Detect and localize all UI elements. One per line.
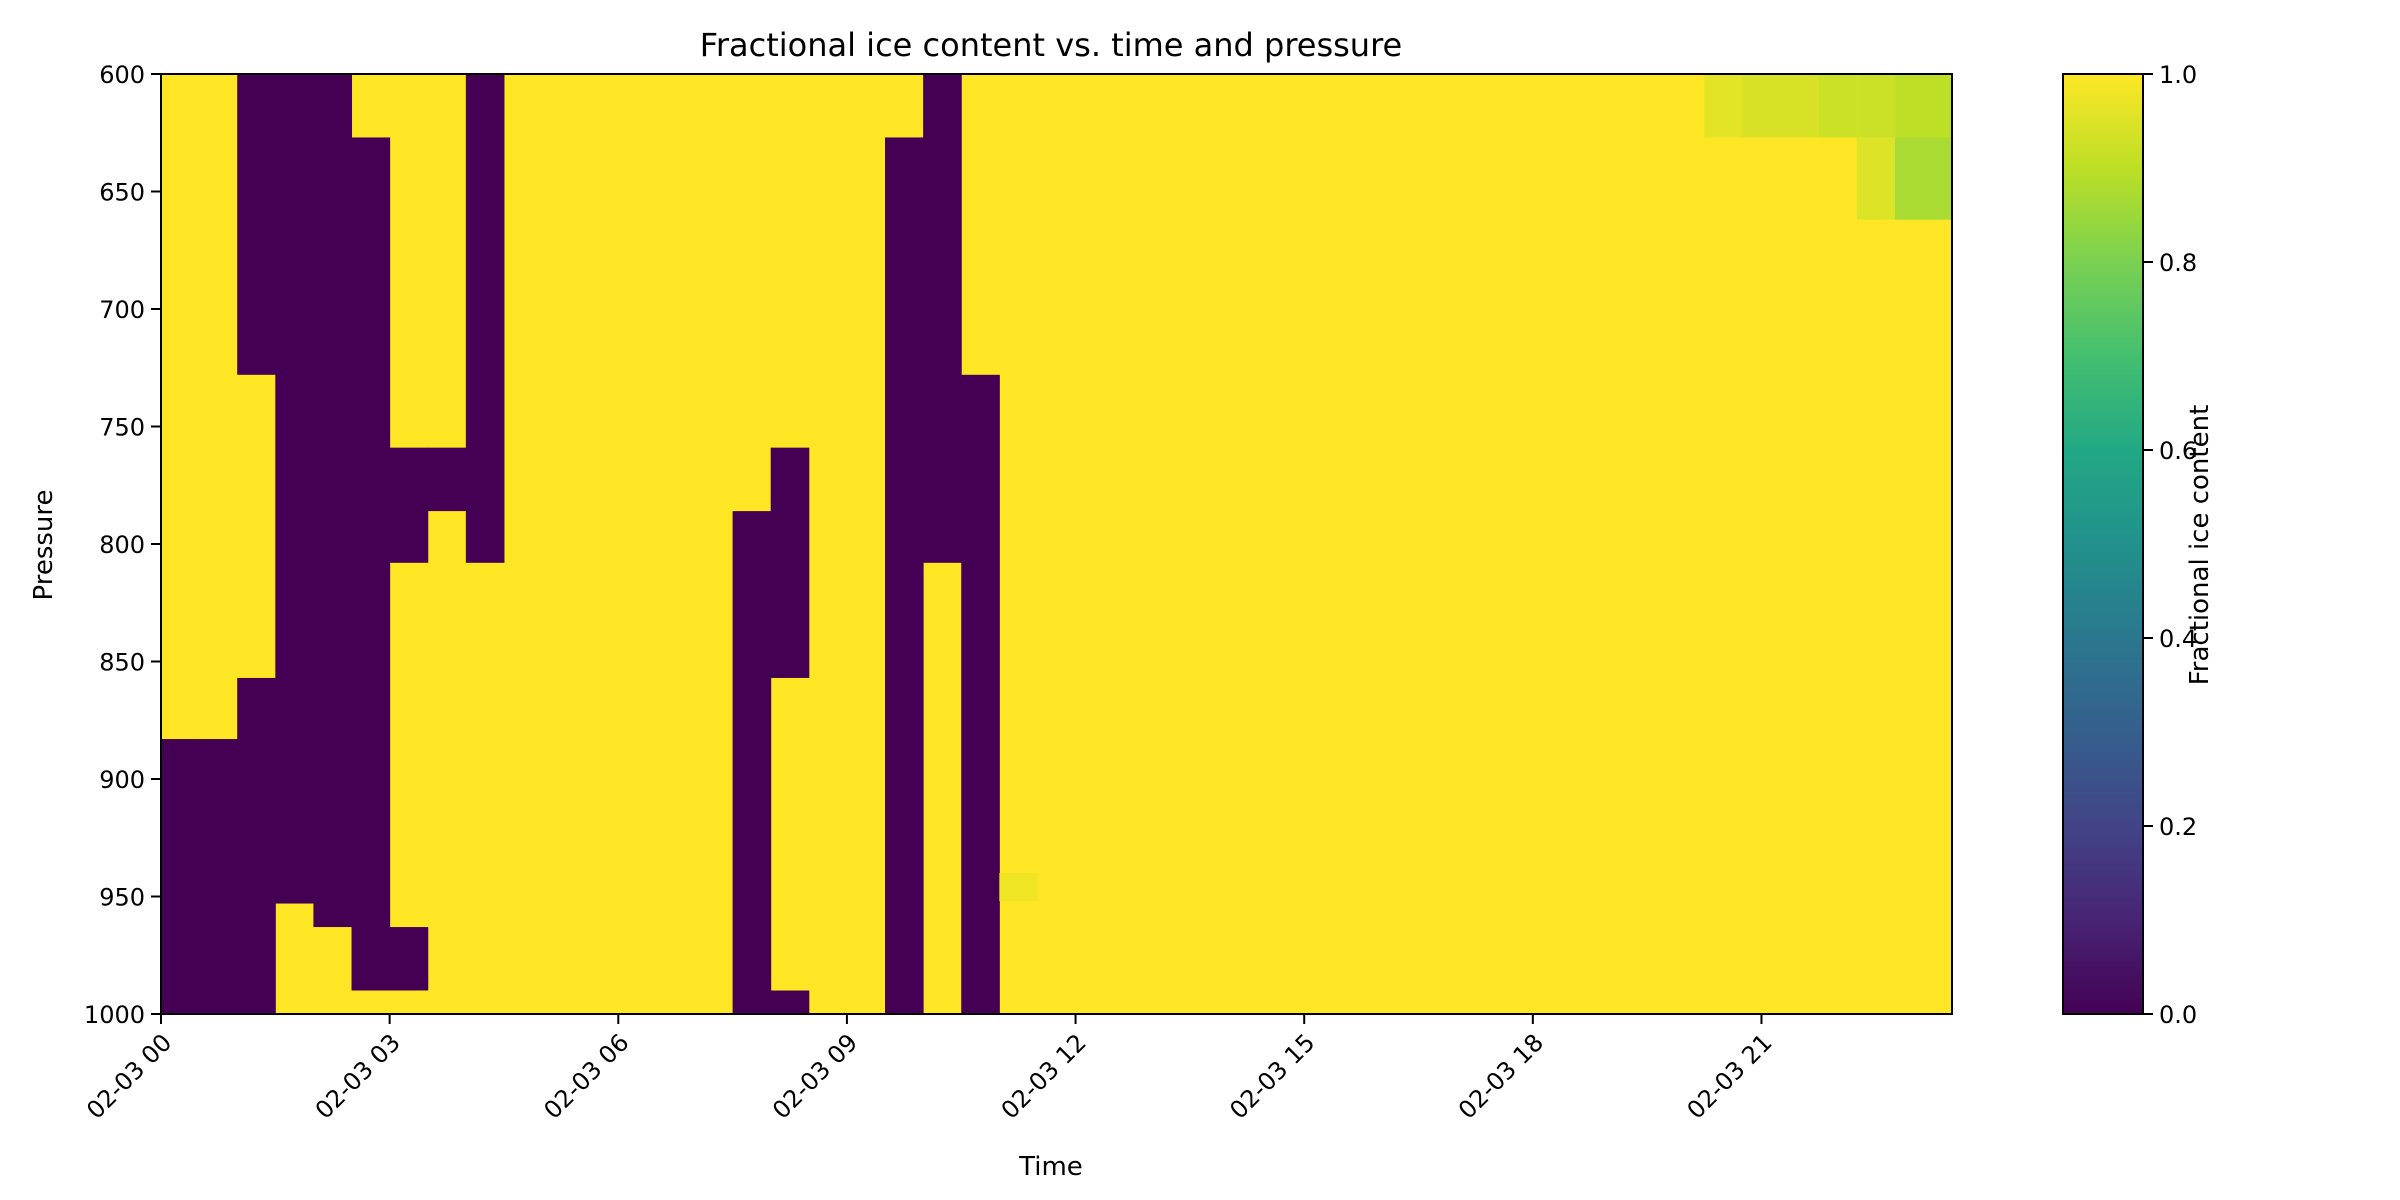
y-tick-label: 900 xyxy=(99,766,145,794)
heatmap-cell-low xyxy=(961,374,1000,1014)
y-tick-label: 1000 xyxy=(84,1001,145,1029)
heatmap-cell-low xyxy=(885,137,924,1014)
colorbar xyxy=(2062,73,2144,1015)
y-tick-label: 750 xyxy=(99,414,145,442)
heatmap-cell-partial xyxy=(1818,74,1857,138)
y-tick-label: 850 xyxy=(99,649,145,677)
y-tick-label: 650 xyxy=(99,179,145,207)
heatmap-cells xyxy=(161,74,1952,1014)
heatmap-cell-low xyxy=(275,74,314,904)
colorbar-tick-label: 1.0 xyxy=(2159,61,2197,89)
colorbar-label: Fractional ice content xyxy=(2185,405,2215,686)
heatmap-cell-low xyxy=(427,447,467,512)
y-axis: 600 650 700 750 800 850 900 950 1000 xyxy=(84,61,161,1029)
heatmap-cell-low xyxy=(313,74,353,928)
colorbar-tick-label: 0.0 xyxy=(2159,1001,2197,1029)
chart-title: Fractional ice content vs. time and pres… xyxy=(700,26,1402,64)
heatmap-cell-low xyxy=(923,74,962,563)
heatmap-cell-low xyxy=(351,137,391,991)
heatmap-cell-low xyxy=(732,511,772,1014)
heatmap-cell-low xyxy=(389,447,429,563)
heatmap-cell-partial xyxy=(1894,74,1952,138)
heatmap-cell-low xyxy=(237,74,276,375)
heatmap-cell-low xyxy=(770,990,810,1014)
heatmap-cell-low xyxy=(465,74,505,563)
colorbar-ticks: 0.0 0.2 0.4 0.6 0.8 1.0 xyxy=(2143,61,2197,1029)
x-axis-label: Time xyxy=(1018,1152,1083,1182)
heatmap-cell-low xyxy=(389,927,429,991)
heatmap-background-cells xyxy=(161,74,1952,1014)
y-tick-label: 600 xyxy=(99,61,145,89)
heatmap-cell-partial xyxy=(1894,137,1952,220)
y-tick-label: 800 xyxy=(99,531,145,559)
y-axis-label: Pressure xyxy=(29,489,59,600)
colorbar-tick-label: 0.6 xyxy=(2159,437,2197,465)
y-tick-label: 950 xyxy=(99,884,145,912)
y-tick-label: 700 xyxy=(99,296,145,324)
heatmap-cell-partial xyxy=(1856,137,1895,220)
heatmap-cell-low xyxy=(161,739,200,1014)
colorbar-tick-label: 0.8 xyxy=(2159,249,2197,277)
heatmap-cell-low xyxy=(770,447,810,678)
heatmap-cell-partial xyxy=(1856,74,1895,138)
heatmap-cell-low xyxy=(237,677,276,1014)
heatmap-cell-partial xyxy=(1704,74,1743,138)
colorbar-tick-label: 0.4 xyxy=(2159,625,2197,653)
heatmap-cell-partial xyxy=(999,873,1038,902)
heatmap-cell-partial xyxy=(1742,74,1819,138)
heatmap-cell-low xyxy=(199,739,238,1014)
colorbar-tick-label: 0.2 xyxy=(2159,813,2197,841)
